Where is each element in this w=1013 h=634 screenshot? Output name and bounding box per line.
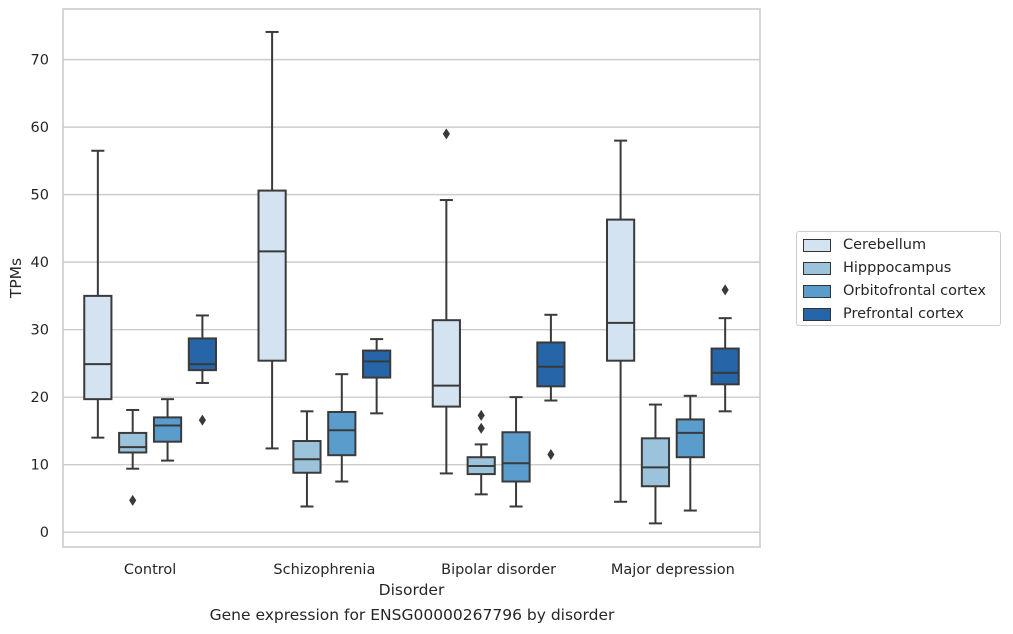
outlier-point — [477, 409, 485, 421]
y-tick-label: 40 — [31, 255, 49, 271]
box-iqr — [362, 349, 392, 379]
y-tick-label: 20 — [31, 390, 49, 406]
boxes — [83, 30, 740, 525]
box-iqr — [118, 431, 148, 454]
box-cerebellum — [606, 139, 636, 503]
x-tick-label: Major depression — [611, 562, 735, 578]
box-prefrontal-cortex — [710, 284, 740, 413]
y-axis-label: TPMs — [7, 258, 25, 299]
legend-label: Cerebellum — [843, 237, 927, 253]
legend-item: Orbitofrontal cortex — [803, 281, 986, 301]
legend-swatch — [803, 307, 831, 321]
y-tick-label: 50 — [31, 188, 49, 204]
legend-label: Prefrontal cortex — [843, 306, 964, 322]
box-cerebellum — [257, 30, 287, 450]
legend-item: Hipppocampus — [803, 258, 951, 278]
legend: Cerebellum Hipppocampus Orbitofrontal cort… — [796, 231, 1001, 326]
outlier-point — [547, 449, 555, 461]
box-prefrontal-cortex — [536, 313, 566, 461]
box-hipppocampus — [292, 410, 322, 508]
y-tick-labels: 0 10 20 30 40 50 60 70 — [31, 53, 49, 542]
box-iqr — [431, 319, 461, 408]
box-iqr — [640, 437, 671, 488]
legend-label: Orbitofrontal cortex — [843, 283, 986, 299]
outlier-point — [129, 494, 137, 506]
box-iqr — [292, 440, 322, 474]
box-iqr — [327, 410, 357, 457]
x-axis-label: Disorder — [379, 581, 445, 599]
box-cerebellum — [83, 149, 113, 439]
outlier-point — [198, 414, 206, 426]
x-tick-label: Bipolar disorder — [441, 562, 556, 578]
y-tick-label: 10 — [31, 458, 49, 474]
outlier-point — [477, 422, 485, 434]
plot-frame — [62, 8, 761, 548]
box-orbitofrontal-cortex — [501, 396, 531, 508]
box-cerebellum — [431, 128, 461, 475]
box-iqr — [606, 218, 636, 362]
y-tick-label: 70 — [31, 53, 49, 69]
box-prefrontal-cortex — [362, 338, 392, 415]
legend-item: Cerebellum — [803, 235, 926, 255]
legend-swatch — [803, 284, 831, 298]
x-tick-label: Control — [124, 562, 176, 578]
box-iqr — [501, 431, 531, 483]
box-hipppocampus — [640, 403, 671, 525]
legend-item: Prefrontal cortex — [803, 304, 964, 324]
gridlines — [63, 58, 760, 533]
y-tick-label: 60 — [31, 120, 49, 136]
outlier-point — [442, 128, 450, 140]
box-iqr — [536, 341, 566, 388]
box-iqr — [257, 189, 287, 362]
outlier-point — [721, 284, 729, 296]
box-hipppocampus — [466, 409, 496, 496]
box-iqr — [675, 418, 705, 459]
box-orbitofrontal-cortex — [152, 398, 183, 462]
legend-label: Hipppocampus — [843, 260, 952, 276]
box-hipppocampus — [118, 408, 148, 506]
y-tick-label: 0 — [40, 525, 49, 541]
x-tick-label: Schizophrenia — [273, 562, 375, 578]
legend-swatch — [803, 238, 831, 252]
box-prefrontal-cortex — [187, 314, 217, 426]
chart-caption: Gene expression for ENSG00000267796 by d… — [209, 606, 615, 624]
x-tick-labels: Control Schizophrenia Bipolar disorder Majo… — [124, 562, 735, 578]
box-iqr — [152, 416, 183, 443]
box-iqr — [83, 294, 113, 401]
box-orbitofrontal-cortex — [675, 394, 705, 512]
box-iqr — [710, 347, 740, 386]
legend-swatch — [803, 261, 831, 275]
box-iqr — [187, 337, 217, 372]
y-tick-label: 30 — [31, 323, 49, 339]
box-orbitofrontal-cortex — [327, 373, 357, 483]
